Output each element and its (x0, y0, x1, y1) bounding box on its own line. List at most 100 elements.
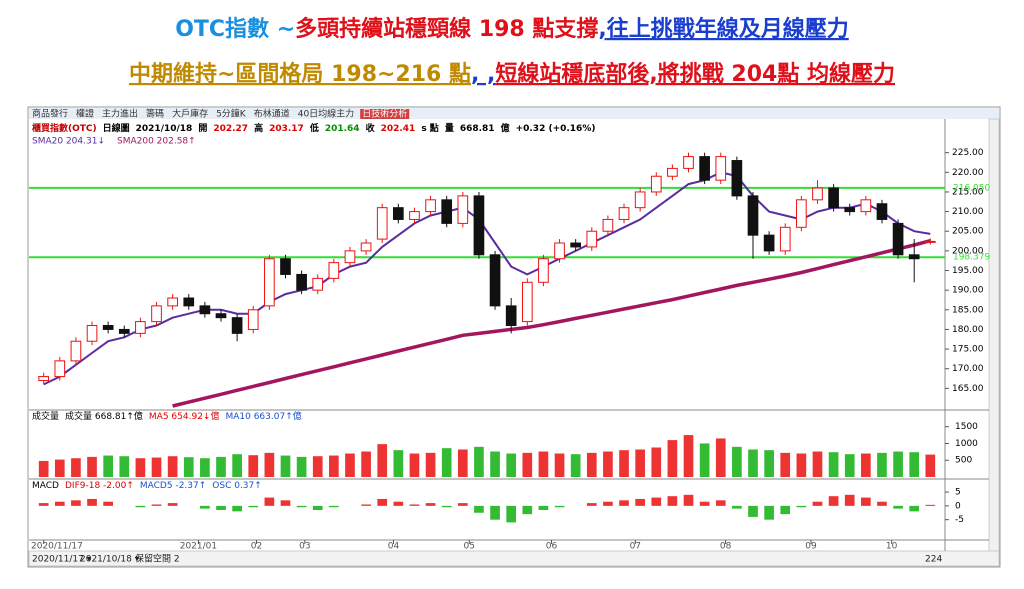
volume-bar (312, 456, 323, 477)
candle-body (763, 234, 775, 252)
osc-bar (844, 494, 855, 506)
scrollbar[interactable] (988, 118, 1000, 552)
candle-body (199, 305, 211, 315)
candle-body (892, 222, 904, 256)
candle-body (376, 207, 388, 240)
candle-body (924, 240, 936, 243)
tab[interactable]: 籌碼 (146, 108, 164, 120)
reference-label: 216.050 (953, 183, 990, 193)
candle-body (812, 187, 823, 201)
y-tick-label: 195.00 (952, 266, 984, 276)
candle-body (38, 376, 50, 382)
tab[interactable]: 日技術分析 (362, 108, 407, 120)
volume-bar (506, 453, 517, 477)
candle-body (747, 195, 759, 236)
osc-bar (828, 496, 839, 506)
tab[interactable]: 布林通道 (254, 108, 290, 120)
volume-bar (103, 455, 113, 477)
tab[interactable]: 主力進出 (102, 108, 138, 120)
tab[interactable]: 商品發行 (32, 108, 68, 120)
y-tick-label: 205.00 (952, 227, 984, 237)
osc-bar (474, 505, 484, 513)
volume-bar (167, 456, 178, 477)
y-tick-label: -5 (955, 515, 964, 525)
volume-bar (522, 452, 533, 477)
text-segment: 多頭持續站穩頸線 198 點支撐 (295, 16, 598, 42)
volume-bar (151, 457, 162, 477)
text-segment: s 點 (421, 122, 439, 134)
x-tick-label: 10 (886, 542, 898, 552)
candle-body (183, 297, 195, 307)
candle-body (796, 199, 807, 228)
y-tick-label: 1500 (955, 422, 978, 432)
candle-body (344, 250, 356, 264)
osc-bar (780, 505, 791, 515)
candle-body (844, 207, 856, 213)
volume-bar (280, 455, 291, 477)
osc-bar (619, 500, 629, 506)
volume-bar (699, 443, 710, 477)
osc-bar (216, 505, 226, 510)
text-segment: , (598, 17, 606, 42)
candle-body (505, 305, 517, 327)
text-segment: , , (471, 62, 495, 87)
y-tick-label: 165.00 (952, 384, 984, 394)
volume-bar (377, 444, 388, 477)
volume-bar (828, 452, 839, 477)
candle-body (102, 325, 114, 330)
osc-bar (361, 504, 371, 506)
tab[interactable]: 權證 (76, 108, 94, 120)
status-item[interactable]: 2021/10/18 ▾ (80, 555, 140, 565)
status-item: 224 (925, 555, 942, 565)
tab[interactable]: 5分鐘K (216, 108, 247, 120)
osc-bar (377, 498, 388, 506)
osc-bar (490, 505, 500, 520)
y-tick-label: 1000 (955, 439, 978, 449)
status-item[interactable]: 2020/11/17 ▾ (32, 555, 92, 565)
candle-body (876, 203, 888, 220)
candle-body (828, 187, 839, 209)
text-segment: OSC 0.37↑ (212, 481, 262, 491)
volume-bar (135, 458, 146, 477)
candle-body (328, 262, 340, 279)
osc-bar (71, 500, 81, 506)
volume-bar (329, 455, 339, 477)
volume-bar (248, 455, 259, 477)
candle-body (135, 321, 146, 334)
tab[interactable]: 大戶庫存 (172, 108, 208, 120)
candle-body (586, 230, 598, 248)
text-segment: 日線圖 (103, 122, 130, 134)
x-tick-label: 09 (805, 542, 817, 552)
text-segment: 中期維持~區間格局 198~216 點 (129, 61, 471, 87)
y-tick-label: 180.00 (952, 325, 984, 335)
candle-body (667, 167, 678, 177)
volume-bar (715, 438, 726, 477)
candle-body (441, 199, 453, 224)
osc-bar (667, 496, 678, 506)
text-row: 中期維持~區間格局 198~216 點, ,短線站穩底部後,將挑戰 204點 均… (129, 61, 895, 87)
osc-bar (861, 497, 871, 506)
osc-bar (38, 503, 49, 506)
candle-body (650, 175, 662, 193)
tab[interactable]: 40日均線主力 (298, 108, 354, 120)
x-tick-label: 2021/01 (180, 542, 217, 552)
y-tick-label: 185.00 (952, 305, 984, 315)
candle-body (425, 199, 436, 213)
volume-bar (635, 449, 645, 477)
text-segment: 2021/10/18 (136, 124, 193, 134)
volume-bar (732, 446, 742, 477)
volume-bar (457, 449, 468, 477)
candle-body (538, 258, 549, 283)
volume-bar (570, 454, 581, 477)
candle-body (570, 242, 582, 248)
legend-entry: SMA200 202.58↑ (117, 137, 196, 147)
text-row: MACD DIF9-18 -2.00↑ MACD5 -2.37↑ OSC 0.37↑ (32, 481, 262, 491)
text-segment: 收 (366, 122, 375, 134)
text-segment: 往上挑戰年線及月線壓力 (607, 16, 849, 42)
osc-bar (635, 498, 645, 506)
text-segment: +0.32 (+0.16%) (516, 124, 596, 134)
osc-bar (87, 498, 97, 506)
text-segment: MA5 654.92↓億 (149, 410, 220, 422)
y-tick-label: 225.00 (952, 148, 984, 158)
